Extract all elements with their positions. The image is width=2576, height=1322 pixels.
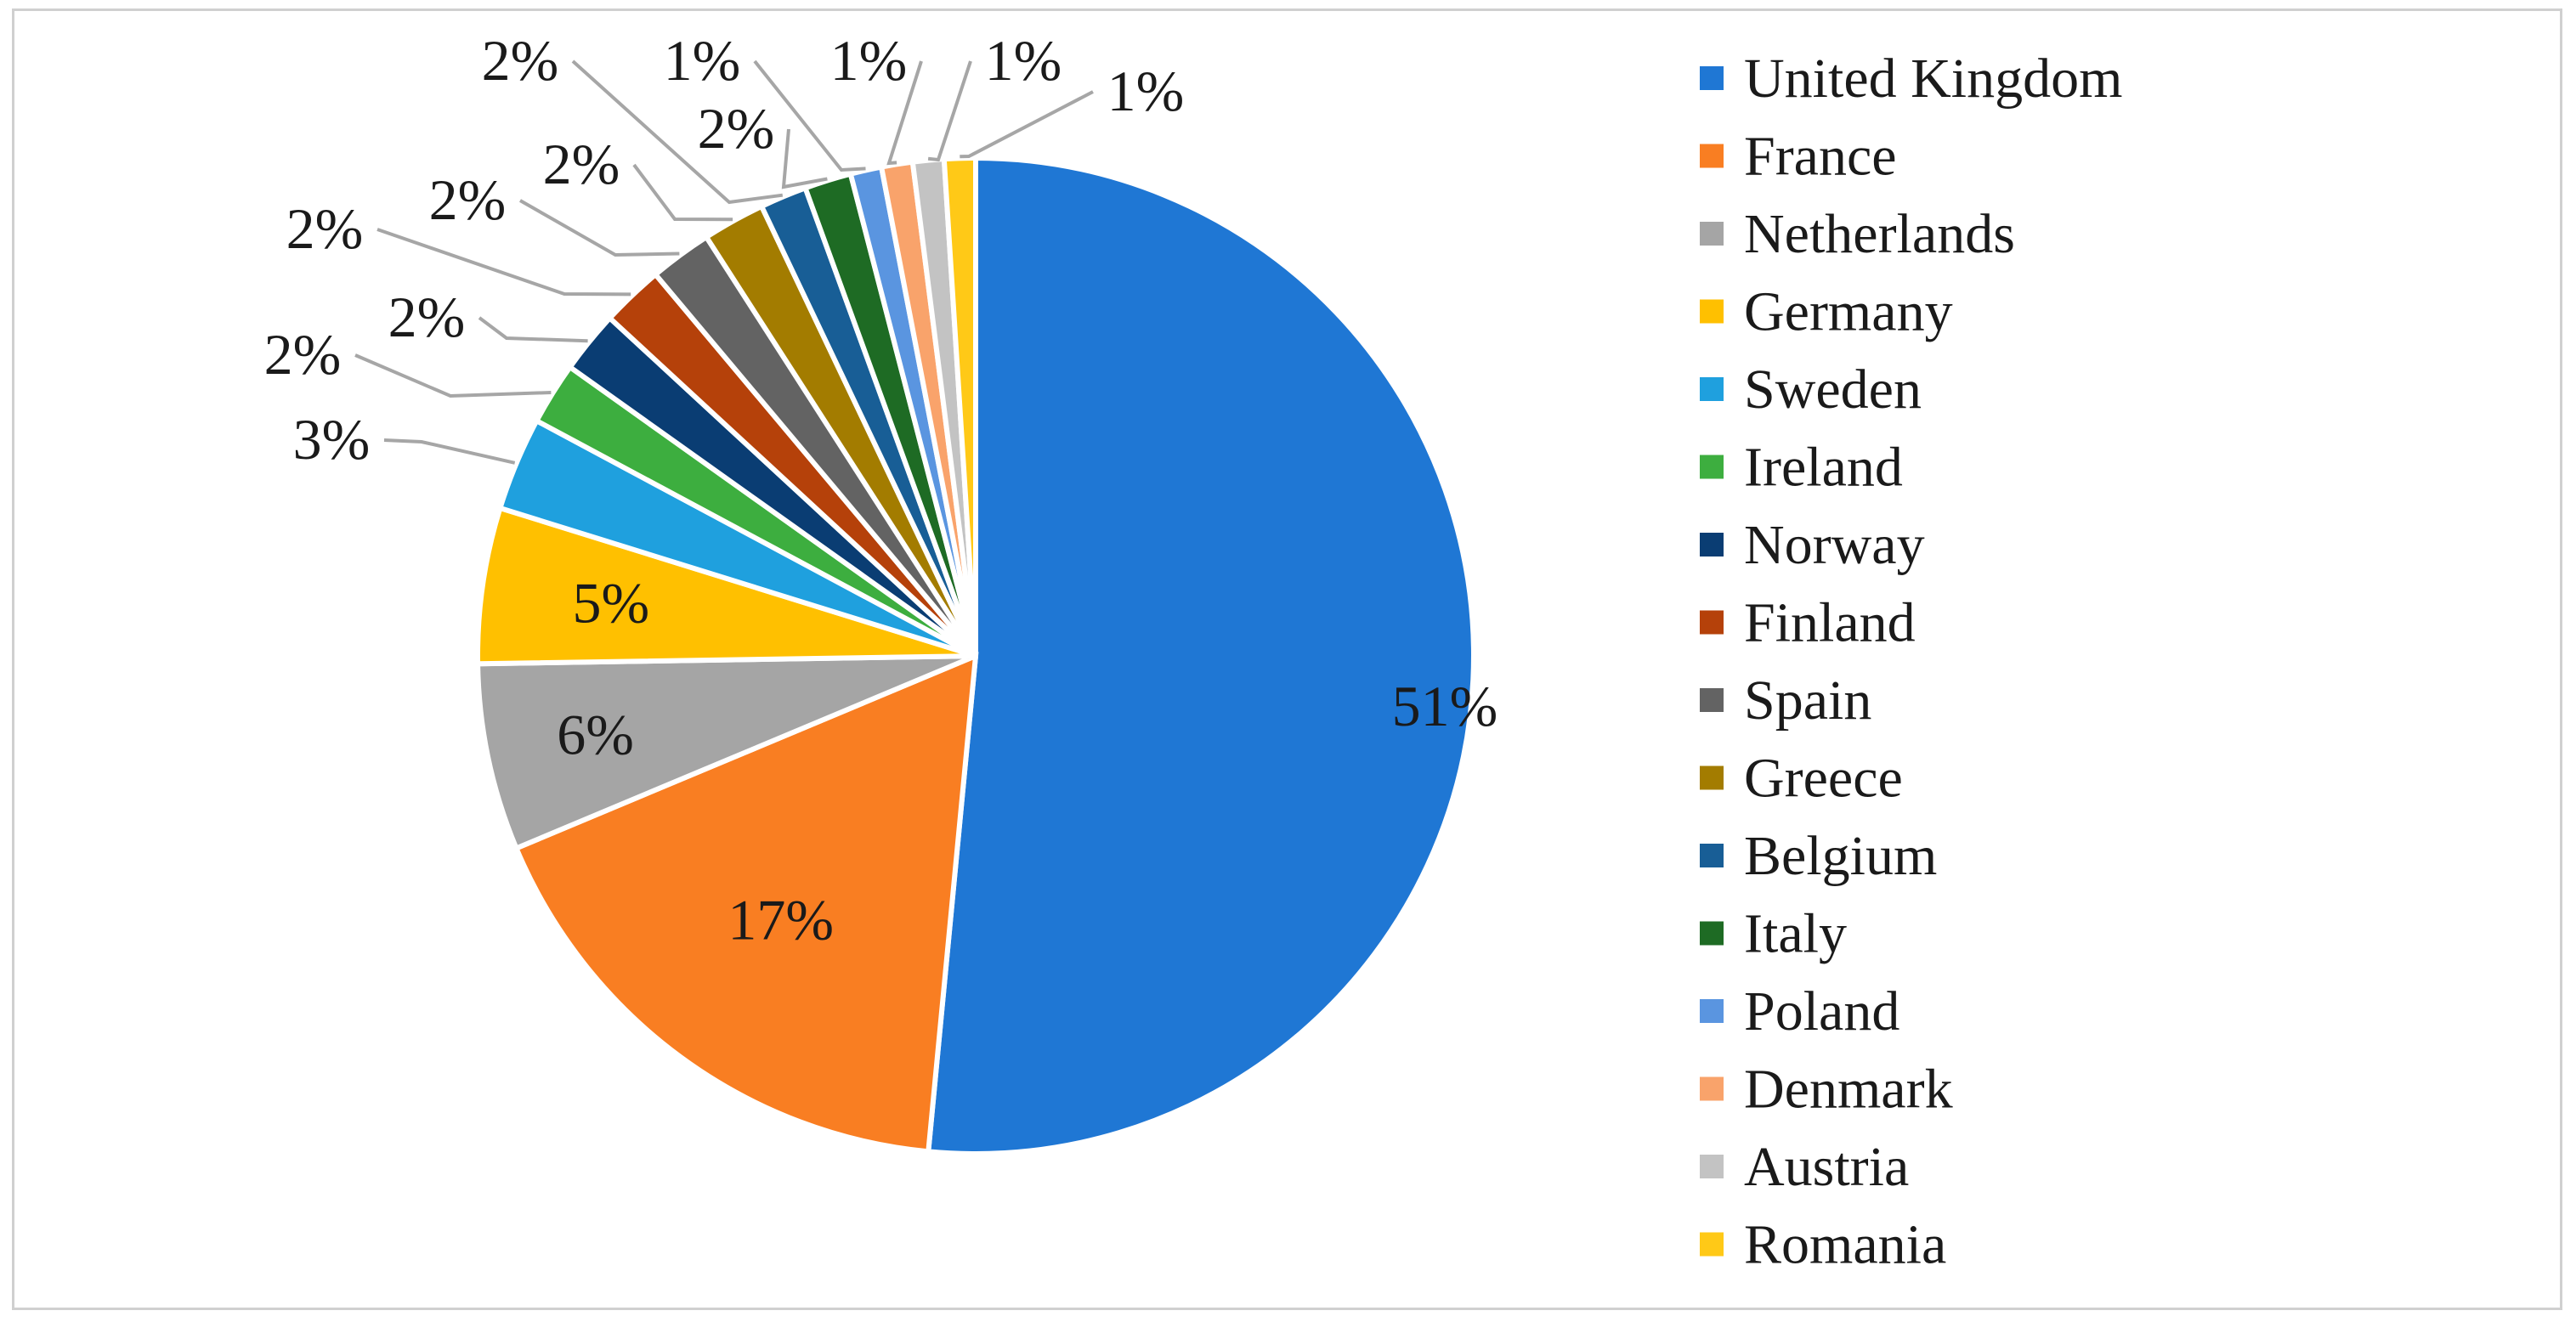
data-label-italy: 2%: [698, 96, 775, 161]
data-label-united-kingdom: 51%: [1392, 674, 1498, 738]
data-label-belgium: 2%: [482, 28, 559, 93]
data-label-denmark: 1%: [830, 28, 908, 93]
legend-swatch: [1700, 766, 1724, 790]
legend-swatch: [1700, 222, 1724, 246]
legend-swatch: [1700, 921, 1724, 946]
pie-slice-germany: [475, 505, 977, 667]
data-label-sweden: 3%: [293, 407, 371, 472]
data-label-austria: 1%: [985, 28, 1062, 93]
leader-line: [960, 90, 1094, 159]
legend-label: France: [1744, 126, 1897, 188]
legend-label: Greece: [1744, 748, 1903, 810]
data-label-poland: 1%: [664, 28, 741, 93]
legend-swatch: [1700, 688, 1724, 712]
legend-swatch: [1700, 999, 1724, 1023]
data-label-spain: 2%: [429, 167, 507, 232]
data-label-france: 17%: [728, 887, 834, 952]
legend-swatch: [1700, 1232, 1724, 1257]
legend-label: Spain: [1744, 669, 1871, 732]
pie-slice-united-kingdom: [926, 155, 1476, 1156]
legend-swatch: [1700, 533, 1724, 556]
leader-line: [571, 59, 784, 205]
legend-label: Finland: [1744, 592, 1916, 654]
legend-swatch: [1700, 66, 1724, 90]
data-label-ireland: 2%: [264, 322, 342, 387]
legend-swatch: [1700, 844, 1724, 867]
data-label-netherlands: 6%: [557, 703, 634, 767]
legend-swatch: [1700, 377, 1724, 401]
leader-line: [519, 199, 680, 257]
legend-swatch: [1700, 299, 1724, 324]
legend-label: Norway: [1744, 514, 1925, 576]
legend-label: Romania: [1744, 1214, 1946, 1276]
leader-line: [478, 316, 588, 343]
leader-line: [632, 163, 733, 222]
legend-swatch: [1700, 144, 1724, 168]
pie-slice-netherlands: [475, 653, 977, 852]
leader-line: [781, 128, 828, 189]
data-label-finland: 2%: [286, 196, 364, 261]
data-label-greece: 2%: [543, 132, 620, 196]
legend-label: Denmark: [1744, 1059, 1953, 1121]
legend-label: Austria: [1744, 1136, 1909, 1198]
leader-line: [927, 60, 972, 162]
data-label-romania: 1%: [1107, 59, 1185, 123]
legend-label: Germany: [1744, 281, 1953, 343]
leader-line: [354, 353, 552, 398]
legend-label: Belgium: [1744, 825, 1937, 887]
legend-label: Sweden: [1744, 359, 1922, 421]
legend-swatch: [1700, 1076, 1724, 1101]
pie-slice-france: [512, 652, 979, 1155]
legend-label: Netherlands: [1744, 203, 2015, 265]
legend-label: Italy: [1744, 903, 1847, 965]
leader-line: [383, 438, 516, 465]
legend: United Kingdom France Netherlands Germany Sw…: [1700, 48, 2122, 1276]
leader-lines: [354, 59, 1094, 465]
legend-label: United Kingdom: [1744, 48, 2122, 110]
legend-label: Ireland: [1744, 437, 1903, 499]
leader-line: [753, 59, 866, 172]
data-label-norway: 2%: [388, 285, 466, 349]
legend-swatch: [1700, 1155, 1724, 1178]
legend-swatch: [1700, 610, 1724, 635]
legend-swatch: [1700, 455, 1724, 479]
leader-line: [886, 60, 923, 166]
data-labels: 51%17%6%5%3%2%2%2% 2%2%2%2%1% 1% 1% 1%: [264, 28, 1498, 952]
leader-line: [376, 228, 631, 297]
data-label-germany: 5%: [572, 570, 649, 635]
pie-slices: [475, 155, 1476, 1156]
legend-label: Poland: [1744, 980, 1899, 1042]
